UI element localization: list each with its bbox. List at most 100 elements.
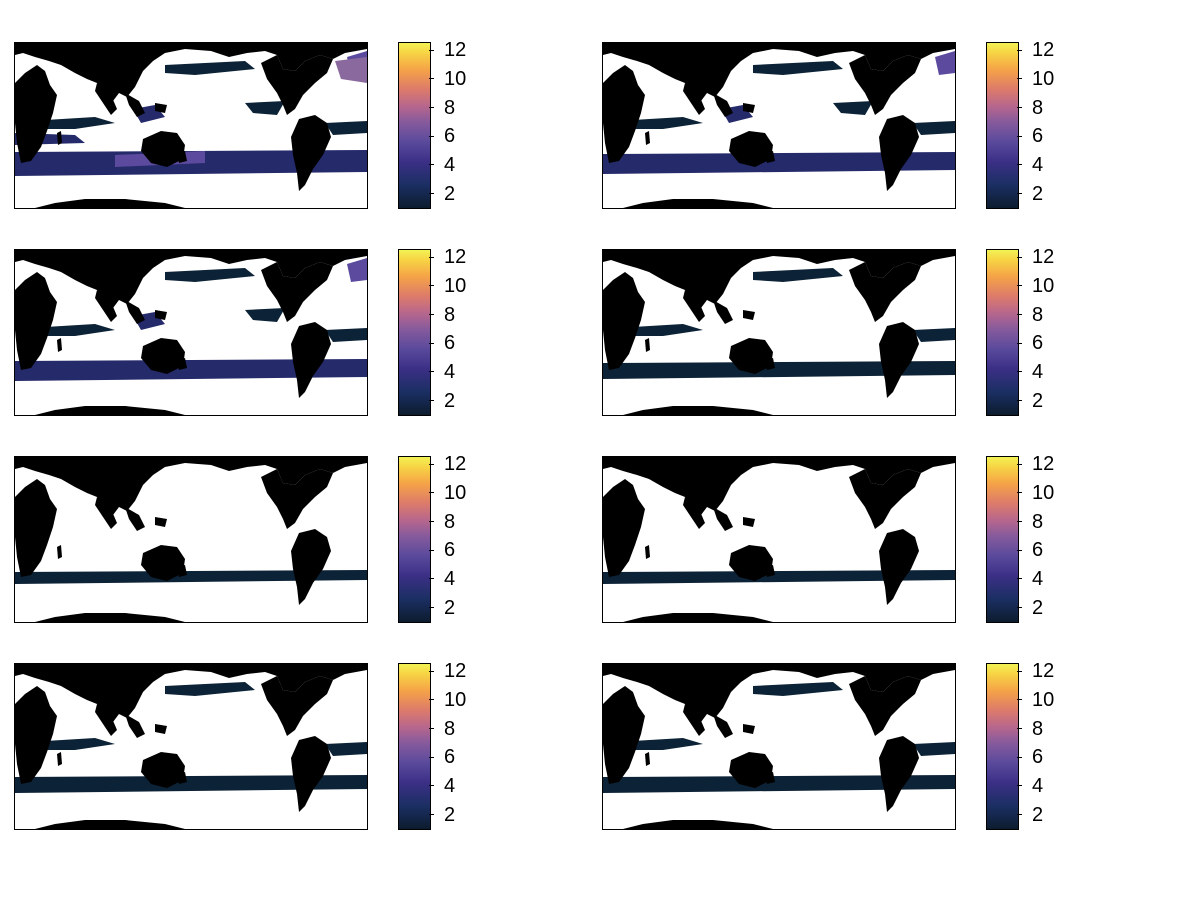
land-mass: [261, 55, 333, 115]
heat-region: [833, 101, 873, 115]
heat-region: [753, 268, 843, 282]
colorbar-tick: [429, 193, 434, 195]
colorbar-tick-label: 4: [1032, 360, 1044, 383]
colorbar-tick: [429, 49, 434, 51]
land-mass: [729, 545, 773, 581]
land-mass: [57, 338, 62, 352]
colorbar-tick: [429, 785, 434, 787]
land-mass: [743, 310, 755, 320]
land-mass: [125, 507, 145, 531]
world-map: [603, 250, 955, 415]
land-mass: [15, 479, 57, 577]
land-mass: [177, 772, 187, 784]
heat-region: [165, 268, 255, 282]
colorbar-tick-label: 8: [444, 717, 456, 740]
map-frame: [14, 249, 368, 416]
land-mass: [765, 565, 775, 577]
heat-region: [15, 775, 367, 793]
colorbar-tick-label: 2: [1032, 596, 1044, 619]
colorbar-tick-label: 4: [444, 153, 456, 176]
world-map: [15, 250, 367, 415]
land-mass: [743, 724, 755, 734]
world-map: [603, 664, 955, 829]
colorbar-gradient: [398, 663, 431, 830]
colorbar-tick: [429, 371, 434, 373]
colorbar-tick-label: 2: [444, 182, 456, 205]
heat-region: [347, 258, 367, 282]
land-mass: [765, 358, 775, 370]
land-mass: [849, 55, 921, 115]
land-mass: [683, 83, 705, 115]
colorbar-tick-label: 2: [1032, 389, 1044, 412]
heat-region: [15, 359, 367, 381]
land-mass: [743, 517, 755, 527]
heat-region: [913, 121, 955, 135]
colorbar-tick-label: 10: [1032, 688, 1055, 711]
land-mass: [141, 752, 185, 788]
map-panel-r2c1: [14, 249, 368, 416]
colorbar-tick: [1017, 285, 1022, 287]
colorbar-tick: [1017, 400, 1022, 402]
colorbar-tick: [1017, 756, 1022, 758]
land-mass: [623, 406, 773, 415]
land-mass: [95, 83, 117, 115]
land-mass: [177, 565, 187, 577]
land-mass: [141, 338, 185, 374]
land-mass: [849, 469, 921, 529]
map-frame: [602, 663, 956, 830]
land-mass: [261, 469, 333, 529]
land-mass: [879, 529, 919, 605]
colorbar-tick-label: 6: [444, 746, 456, 769]
heat-region: [165, 682, 255, 696]
colorbar-tick: [429, 463, 434, 465]
map-frame: [602, 456, 956, 623]
land-mass: [713, 714, 733, 738]
colorbar-tick-label: 6: [444, 125, 456, 148]
world-map: [603, 457, 955, 622]
colorbar-tick: [1017, 164, 1022, 166]
land-mass: [125, 93, 145, 117]
land-mass: [603, 65, 645, 163]
land-mass: [155, 517, 167, 527]
land-mass: [729, 338, 773, 374]
colorbar-gradient: [398, 42, 431, 209]
map-frame: [14, 456, 368, 623]
colorbar-tick-label: 10: [444, 688, 467, 711]
land-mass: [713, 507, 733, 531]
land-mass: [177, 151, 187, 163]
land-mass: [729, 131, 773, 167]
colorbar-tick-label: 2: [1032, 803, 1044, 826]
colorbar-tick: [1017, 607, 1022, 609]
map-panel-r4c2: [602, 663, 956, 830]
land-mass: [35, 199, 185, 208]
colorbar-tick-label: 6: [1032, 539, 1044, 562]
colorbar-tick: [429, 135, 434, 137]
heat-region: [935, 51, 955, 75]
land-mass: [849, 262, 921, 322]
world-map: [15, 43, 367, 208]
colorbar-r3c2: 2 4 6 8 10 12: [986, 454, 1054, 623]
land-mass: [35, 406, 185, 415]
colorbar-tick-label: 4: [444, 567, 456, 590]
colorbar-tick-label: 8: [1032, 717, 1044, 740]
colorbar-tick-label: 6: [1032, 125, 1044, 148]
land-mass: [15, 43, 367, 101]
heat-region: [913, 328, 955, 342]
colorbar-tick: [429, 78, 434, 80]
land-mass: [683, 497, 705, 529]
land-mass: [603, 479, 645, 577]
colorbar-tick: [1017, 371, 1022, 373]
colorbar-tick-label: 2: [1032, 182, 1044, 205]
colorbar-r1c1: 2 4 6 8 10 12: [398, 40, 466, 209]
colorbar-tick: [1017, 814, 1022, 816]
colorbar-tick: [1017, 549, 1022, 551]
land-mass: [15, 664, 367, 722]
colorbar-tick: [429, 670, 434, 672]
colorbar-tick: [1017, 521, 1022, 523]
colorbar-tick-label: 10: [444, 67, 467, 90]
land-mass: [15, 65, 57, 163]
map-frame: [602, 42, 956, 209]
land-mass: [683, 290, 705, 322]
land-mass: [125, 300, 145, 324]
colorbar-tick-label: 6: [444, 539, 456, 562]
